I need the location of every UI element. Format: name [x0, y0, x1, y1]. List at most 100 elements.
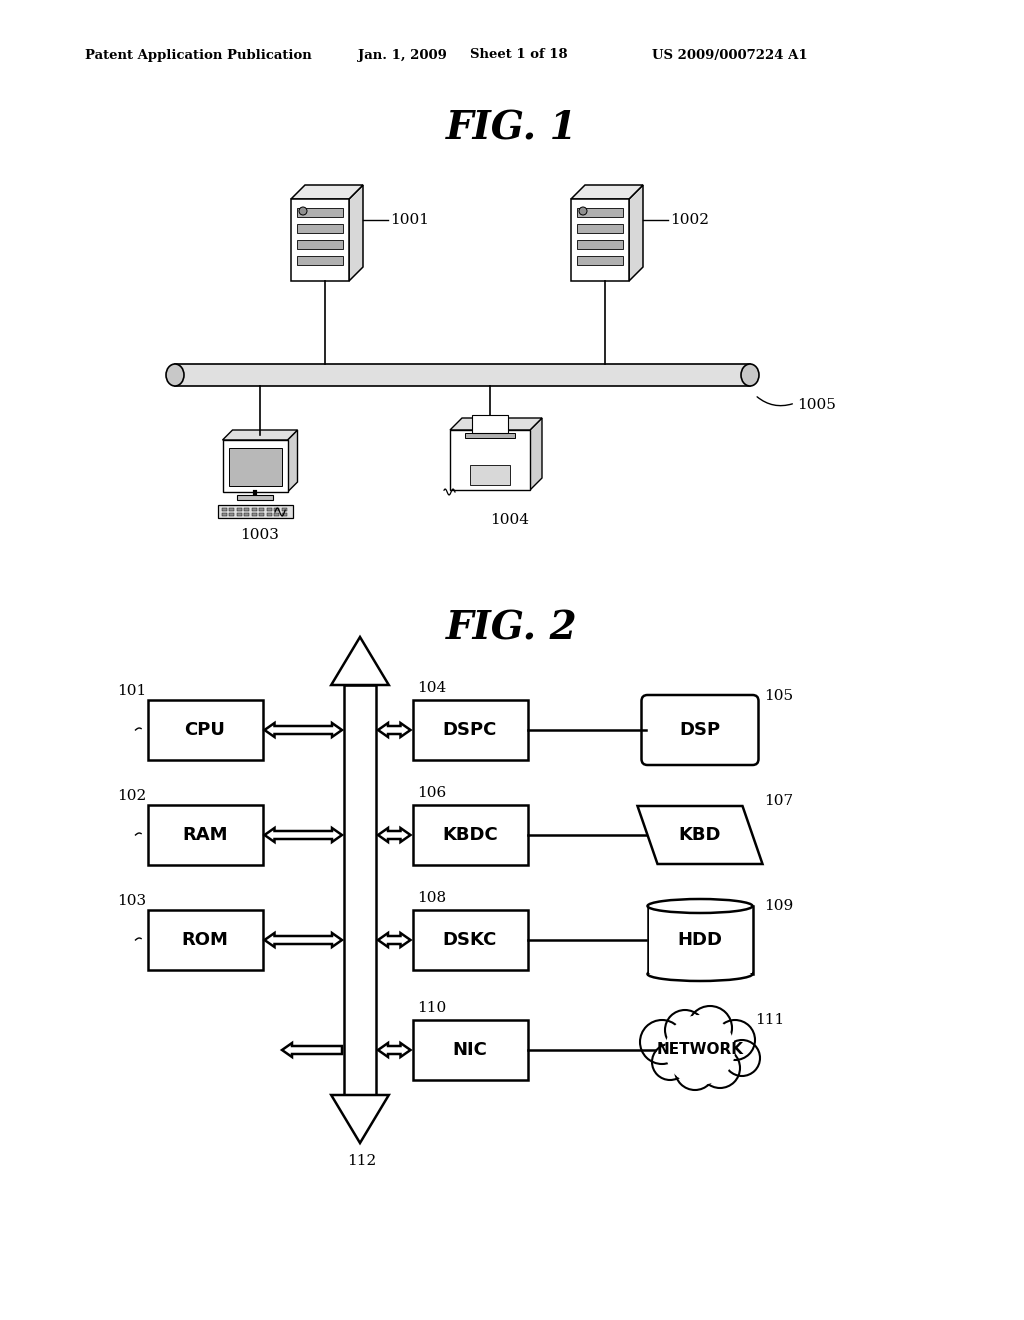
Text: 106: 106: [418, 785, 446, 800]
Text: 108: 108: [418, 891, 446, 906]
Text: 104: 104: [418, 681, 446, 696]
Bar: [252, 512, 256, 516]
Polygon shape: [571, 199, 629, 281]
Polygon shape: [577, 240, 623, 249]
Bar: [470, 465, 510, 484]
Text: Sheet 1 of 18: Sheet 1 of 18: [470, 49, 567, 62]
Text: Jan. 1, 2009: Jan. 1, 2009: [358, 49, 446, 62]
Polygon shape: [291, 199, 349, 281]
Text: ROM: ROM: [181, 931, 228, 949]
Bar: [647, 906, 753, 974]
Circle shape: [640, 1020, 684, 1064]
Polygon shape: [228, 447, 282, 486]
Bar: [147, 805, 262, 865]
Bar: [413, 1020, 527, 1080]
Text: 109: 109: [765, 899, 794, 913]
Bar: [221, 507, 226, 511]
Circle shape: [688, 1006, 732, 1049]
Text: 1003: 1003: [241, 528, 280, 543]
Text: 110: 110: [418, 1001, 446, 1015]
Bar: [237, 512, 242, 516]
Polygon shape: [378, 723, 411, 737]
Circle shape: [652, 1044, 688, 1080]
Text: 1001: 1001: [390, 213, 429, 227]
Polygon shape: [530, 418, 542, 490]
Circle shape: [665, 1015, 735, 1085]
Polygon shape: [331, 1096, 389, 1143]
Bar: [252, 507, 256, 511]
Text: NETWORK: NETWORK: [656, 1043, 743, 1057]
Bar: [465, 433, 515, 438]
Polygon shape: [450, 430, 530, 490]
Polygon shape: [264, 828, 342, 842]
Polygon shape: [629, 185, 643, 281]
Bar: [648, 907, 752, 973]
Circle shape: [665, 1010, 705, 1049]
Polygon shape: [282, 1043, 342, 1057]
Bar: [229, 507, 234, 511]
Text: KBDC: KBDC: [442, 826, 498, 843]
Polygon shape: [378, 933, 411, 946]
Bar: [217, 506, 293, 517]
Text: 107: 107: [765, 795, 794, 808]
Bar: [259, 507, 264, 511]
Polygon shape: [264, 723, 342, 737]
Polygon shape: [571, 185, 643, 199]
Polygon shape: [222, 430, 298, 440]
Bar: [147, 909, 262, 970]
Text: 1005: 1005: [797, 399, 836, 412]
Ellipse shape: [166, 364, 184, 385]
Text: 1002: 1002: [670, 213, 709, 227]
Polygon shape: [297, 240, 343, 249]
Bar: [413, 805, 527, 865]
Circle shape: [700, 1048, 740, 1088]
Polygon shape: [378, 828, 411, 842]
Circle shape: [675, 1049, 715, 1090]
Bar: [221, 512, 226, 516]
Bar: [472, 414, 508, 433]
Circle shape: [715, 1020, 755, 1060]
Circle shape: [579, 207, 587, 215]
Polygon shape: [264, 933, 342, 946]
Text: FIG. 2: FIG. 2: [446, 609, 578, 647]
Text: 102: 102: [118, 789, 146, 803]
Text: DSKC: DSKC: [442, 931, 498, 949]
Text: 103: 103: [118, 894, 146, 908]
Text: DSPC: DSPC: [442, 721, 498, 739]
Text: 112: 112: [347, 1154, 377, 1168]
Ellipse shape: [647, 968, 753, 981]
Bar: [274, 507, 279, 511]
Text: US 2009/0007224 A1: US 2009/0007224 A1: [652, 49, 808, 62]
Polygon shape: [331, 638, 389, 685]
Text: HDD: HDD: [678, 931, 723, 949]
Polygon shape: [222, 440, 288, 492]
Bar: [147, 700, 262, 760]
Polygon shape: [297, 224, 343, 234]
Text: 111: 111: [755, 1012, 784, 1027]
Circle shape: [724, 1040, 760, 1076]
Polygon shape: [349, 185, 362, 281]
Polygon shape: [291, 185, 362, 199]
Bar: [237, 495, 273, 500]
Circle shape: [299, 207, 307, 215]
Bar: [266, 507, 271, 511]
Polygon shape: [288, 430, 298, 492]
Text: RAM: RAM: [182, 826, 227, 843]
Text: Patent Application Publication: Patent Application Publication: [85, 49, 311, 62]
Polygon shape: [297, 209, 343, 216]
Text: CPU: CPU: [184, 721, 225, 739]
Bar: [282, 512, 287, 516]
Bar: [175, 364, 750, 385]
Polygon shape: [378, 1043, 411, 1057]
Bar: [237, 507, 242, 511]
Bar: [274, 512, 279, 516]
Bar: [229, 512, 234, 516]
Text: FIG. 1: FIG. 1: [446, 110, 578, 147]
Text: 105: 105: [765, 689, 794, 704]
Polygon shape: [577, 209, 623, 216]
Ellipse shape: [647, 899, 753, 913]
Polygon shape: [577, 224, 623, 234]
Polygon shape: [638, 807, 763, 865]
Polygon shape: [577, 256, 623, 265]
Text: KBD: KBD: [679, 826, 721, 843]
